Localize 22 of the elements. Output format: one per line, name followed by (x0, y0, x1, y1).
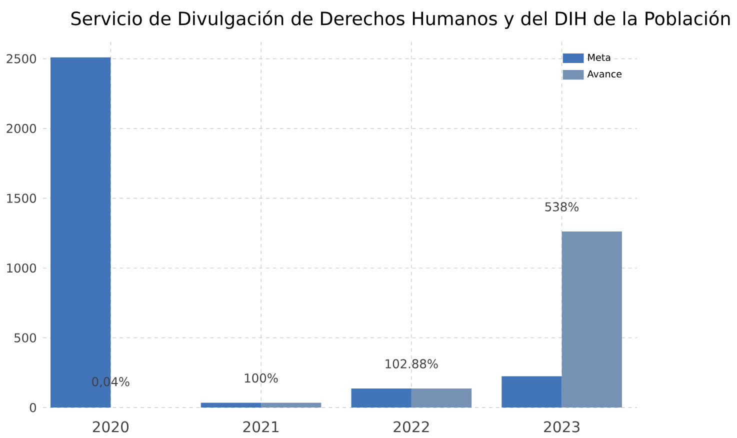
x-tick-label: 2021 (243, 421, 279, 432)
legend-label: Meta (588, 54, 610, 61)
y-tick-label: 0 (30, 402, 36, 412)
x-tick-label: 2023 (544, 421, 580, 432)
annotation: 100% (244, 373, 278, 383)
y-tick-label: 2000 (6, 124, 36, 134)
annotation: 538% (545, 202, 579, 212)
bar (411, 388, 472, 408)
legend-label: Avance (587, 70, 622, 78)
bar (351, 388, 412, 408)
bar (200, 402, 262, 408)
x-tick-label: 2022 (394, 421, 429, 432)
bar (502, 376, 562, 408)
annotation: 102.88% (386, 359, 438, 368)
y-tick-label: 1500 (7, 194, 36, 203)
chart-title: Servicio de Divulgación de Derechos Humanos y del DIH de la Población (71, 10, 730, 29)
y-tick-label: 1000 (7, 263, 36, 273)
bar (261, 402, 322, 408)
y-tick-label: 2500 (6, 54, 36, 64)
bar (562, 231, 622, 408)
x-tick-label: 2020 (92, 421, 129, 432)
y-tick-label: 500 (14, 333, 36, 342)
